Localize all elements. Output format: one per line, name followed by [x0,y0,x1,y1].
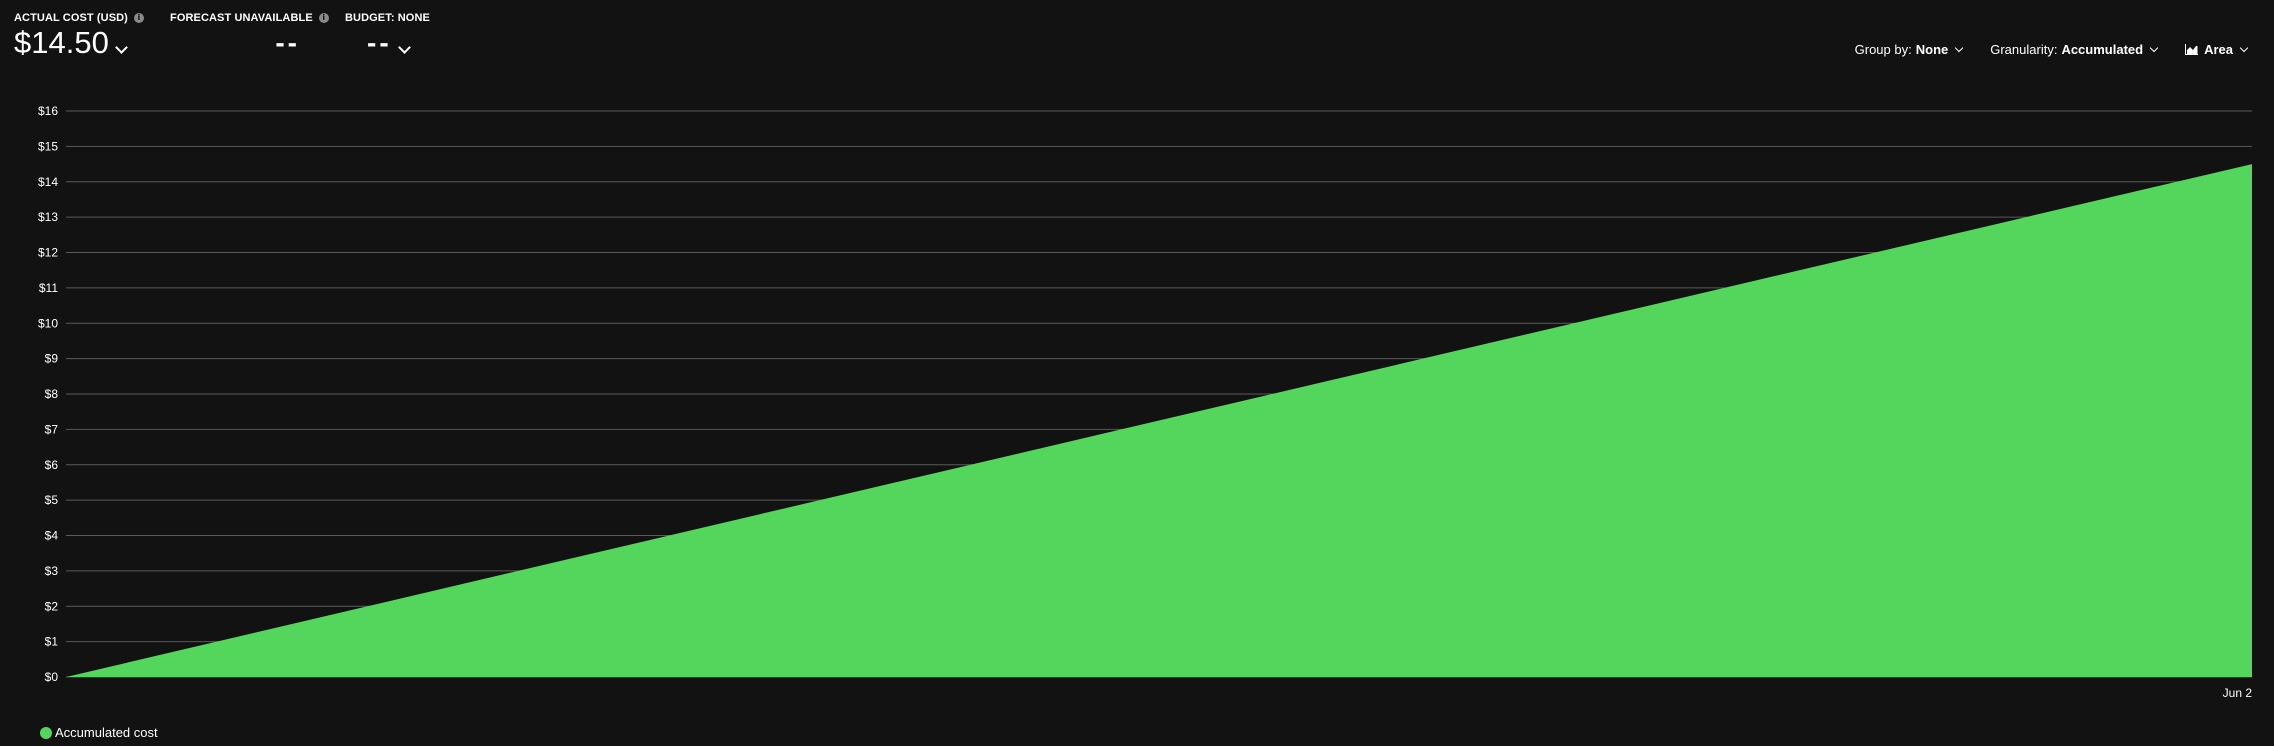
y-tick-label: $2 [45,599,59,613]
x-tick-label: Jun 2 [2223,686,2253,700]
y-tick-label: $6 [45,458,59,472]
chart-legend[interactable]: Accumulated cost [40,725,158,740]
info-icon[interactable]: i [318,13,329,23]
y-tick-label: $1 [45,635,59,649]
actual-cost-value: $14.50 [14,25,109,60]
y-tick-label: $7 [45,422,59,436]
legend-marker [40,726,52,739]
forecast-label: FORECAST UNAVAILABLE [170,12,313,24]
group-by-label: Group by: [1854,42,1912,57]
legend-label: Accumulated cost [55,725,158,740]
accumulated-cost-area[interactable] [66,164,2252,677]
actual-cost-kpi[interactable]: ACTUAL COST (USD) i $14.50 [14,12,144,60]
y-tick-label: $0 [45,670,59,684]
actual-cost-label: ACTUAL COST (USD) [14,12,128,24]
y-tick-label: $5 [45,493,59,507]
y-tick-label: $3 [45,564,59,578]
y-tick-label: $11 [39,281,58,295]
info-icon[interactable]: i [133,13,144,23]
granularity-value: Accumulated [2061,42,2144,57]
area-chart-icon [2185,44,2199,55]
forecast-kpi: FORECAST UNAVAILABLE i -- [170,12,329,60]
y-tick-label: $14 [38,175,58,189]
y-tick-label: $9 [45,352,59,366]
chart-type-dropdown[interactable]: Area [2185,42,2249,57]
y-tick-label: $16 [38,104,58,118]
granularity-label: Granularity: [1990,42,2058,57]
group-by-value: None [1915,42,1949,57]
group-by-dropdown[interactable]: Group by: None [1854,42,1964,57]
y-tick-label: $15 [38,139,58,153]
budget-kpi[interactable]: BUDGET: NONE -- [345,12,430,60]
budget-label: BUDGET: NONE [345,12,430,24]
y-tick-label: $12 [38,246,58,260]
chart-type-value: Area [2204,42,2233,57]
y-tick-label: $8 [45,387,59,401]
chart-controls: Group by: None Granularity: Accumulated … [1827,42,2249,57]
y-tick-label: $10 [38,316,58,330]
forecast-value: -- [275,27,300,58]
budget-value: -- [367,27,392,58]
granularity-dropdown[interactable]: Granularity: Accumulated [1990,42,2159,57]
y-tick-label: $4 [45,529,59,543]
y-tick-label: $13 [38,210,58,224]
